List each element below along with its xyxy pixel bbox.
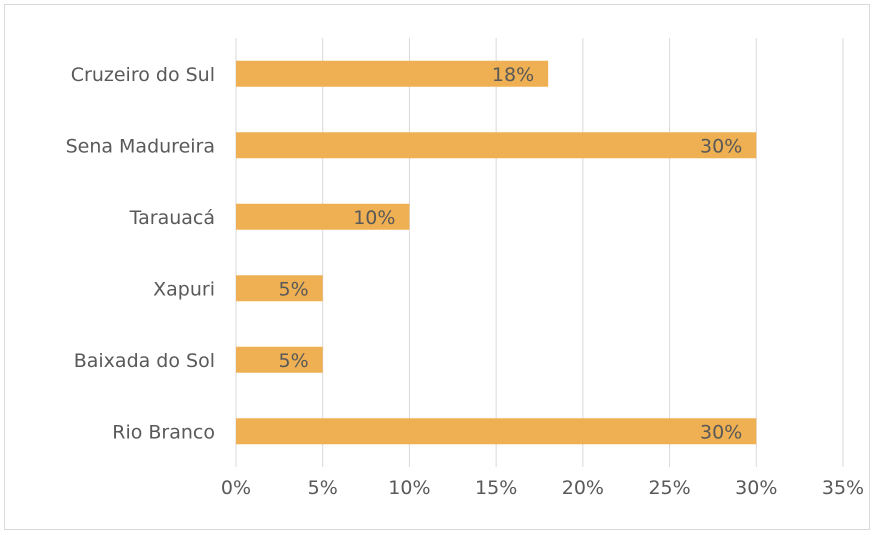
bar-1: [236, 132, 757, 159]
category-label: Cruzeiro do Sul: [71, 64, 215, 86]
x-tick-label: 0%: [221, 477, 251, 499]
bar-3: [236, 275, 323, 302]
bar-chart: 0% 5% 10% 15% 20% 25% 30% 35% Cruzeiro do Sul 18%…: [66, 38, 864, 499]
x-tick-label: 35%: [822, 477, 864, 499]
bar-4: [236, 346, 323, 373]
x-tick-label: 30%: [735, 477, 777, 499]
data-label: 10%: [353, 207, 395, 229]
data-label: 5%: [279, 350, 309, 372]
data-label: 5%: [279, 278, 309, 300]
x-tick-label: 20%: [562, 477, 604, 499]
x-tick-label: 15%: [475, 477, 517, 499]
data-label: 30%: [700, 421, 742, 443]
category-label: Rio Branco: [112, 421, 215, 443]
category-label: Baixada do Sol: [74, 350, 215, 372]
bar-5: [236, 418, 757, 445]
category-label: Xapuri: [153, 278, 215, 300]
x-tick-label: 25%: [648, 477, 690, 499]
bar-2: [236, 203, 410, 230]
category-label: Sena Madureira: [66, 135, 215, 157]
data-label: 18%: [492, 64, 534, 86]
data-label: 30%: [700, 135, 742, 157]
x-tick-label: 5%: [308, 477, 338, 499]
x-tick-label: 10%: [388, 477, 430, 499]
category-label: Tarauacá: [129, 207, 215, 229]
chart-frame: 0% 5% 10% 15% 20% 25% 30% 35% Cruzeiro do Sul 18%…: [4, 4, 870, 530]
bar-0: [236, 60, 549, 87]
